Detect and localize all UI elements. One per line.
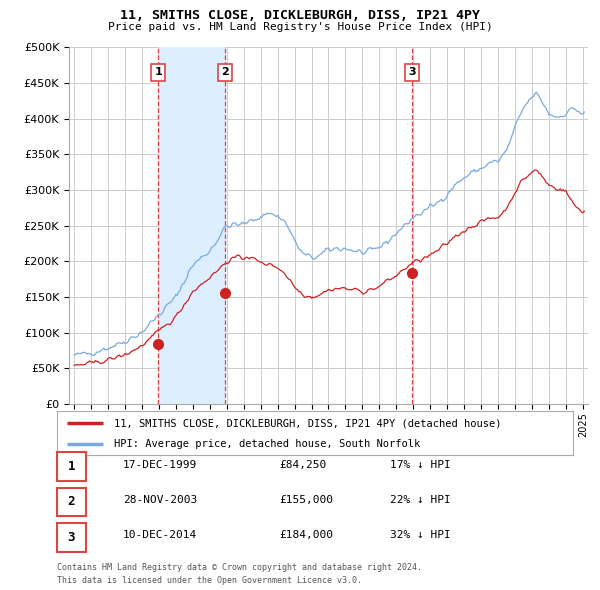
Text: 1: 1 bbox=[68, 460, 75, 473]
Text: 22% ↓ HPI: 22% ↓ HPI bbox=[390, 495, 451, 505]
Text: £184,000: £184,000 bbox=[279, 530, 333, 540]
Text: 1: 1 bbox=[154, 67, 162, 77]
Text: HPI: Average price, detached house, South Norfolk: HPI: Average price, detached house, Sout… bbox=[114, 438, 420, 448]
Text: 3: 3 bbox=[409, 67, 416, 77]
Bar bbox=[158, 47, 225, 404]
Text: Contains HM Land Registry data © Crown copyright and database right 2024.: Contains HM Land Registry data © Crown c… bbox=[57, 563, 422, 572]
Text: 28-NOV-2003: 28-NOV-2003 bbox=[123, 495, 197, 505]
Text: Price paid vs. HM Land Registry's House Price Index (HPI): Price paid vs. HM Land Registry's House … bbox=[107, 22, 493, 32]
Text: £155,000: £155,000 bbox=[279, 495, 333, 505]
Text: 2: 2 bbox=[68, 496, 75, 509]
Text: 10-DEC-2014: 10-DEC-2014 bbox=[123, 530, 197, 540]
Text: 2: 2 bbox=[221, 67, 229, 77]
Text: 32% ↓ HPI: 32% ↓ HPI bbox=[390, 530, 451, 540]
Text: 17% ↓ HPI: 17% ↓ HPI bbox=[390, 460, 451, 470]
Text: 11, SMITHS CLOSE, DICKLEBURGH, DISS, IP21 4PY: 11, SMITHS CLOSE, DICKLEBURGH, DISS, IP2… bbox=[120, 9, 480, 22]
Text: 17-DEC-1999: 17-DEC-1999 bbox=[123, 460, 197, 470]
Text: 11, SMITHS CLOSE, DICKLEBURGH, DISS, IP21 4PY (detached house): 11, SMITHS CLOSE, DICKLEBURGH, DISS, IP2… bbox=[114, 418, 501, 428]
Text: £84,250: £84,250 bbox=[279, 460, 326, 470]
Text: This data is licensed under the Open Government Licence v3.0.: This data is licensed under the Open Gov… bbox=[57, 576, 362, 585]
Text: 3: 3 bbox=[68, 531, 75, 544]
